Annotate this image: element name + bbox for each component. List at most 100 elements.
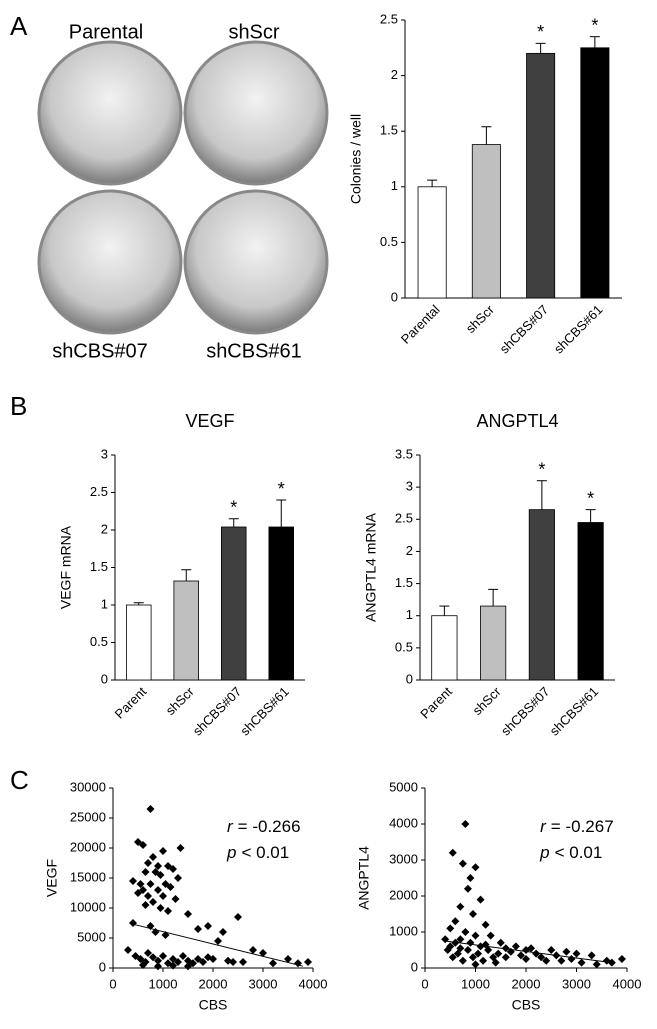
- x-tick-label: 2000: [199, 976, 228, 991]
- point: [463, 884, 472, 893]
- point: [144, 859, 152, 867]
- x-tick-label: 1000: [149, 976, 178, 991]
- point: [169, 961, 177, 970]
- x-tick-label: shScr: [470, 683, 505, 718]
- x-tick-label: Parent: [112, 684, 150, 722]
- point: [468, 953, 477, 962]
- point: [461, 928, 470, 936]
- plate-label: shScr: [228, 21, 279, 43]
- y-axis-title: ANGPTL4: [356, 846, 372, 910]
- x-tick-label: shCBS#61: [547, 684, 602, 739]
- x-tick-label: shCBS#07: [497, 302, 552, 357]
- x-tick-label: 4000: [299, 976, 328, 991]
- point: [179, 952, 187, 960]
- y-tick-label: 1: [391, 178, 398, 193]
- panel-letter: B: [10, 391, 27, 421]
- point: [537, 953, 546, 962]
- stat-annotation: r = -0.267: [540, 817, 614, 836]
- plate-images: [37, 40, 329, 335]
- point: [166, 883, 175, 891]
- y-tick-label: 5000: [77, 929, 106, 944]
- trend-line: [445, 940, 612, 964]
- point: [199, 958, 207, 966]
- y-tick-label: 2.5: [395, 511, 413, 526]
- x-tick-label: 4000: [613, 976, 642, 991]
- point: [468, 910, 477, 918]
- bar: [173, 580, 199, 681]
- point: [592, 960, 601, 969]
- point: [209, 955, 217, 963]
- bar: [417, 186, 447, 299]
- point: [471, 960, 480, 969]
- point: [154, 962, 162, 971]
- point: [557, 956, 566, 965]
- point: [141, 901, 150, 909]
- plate-label: shCBS#61: [206, 340, 302, 362]
- y-tick-label: 1.5: [380, 123, 398, 138]
- point: [456, 935, 465, 944]
- x-tick-label: 3000: [249, 976, 278, 991]
- y-axis-title: Colonies / well: [348, 114, 364, 204]
- stat-text: = -0.266: [238, 817, 301, 836]
- y-tick-label: 0: [99, 959, 106, 974]
- point: [547, 946, 556, 954]
- point: [139, 841, 147, 849]
- point: [129, 877, 137, 885]
- point: [164, 907, 172, 915]
- bar: [220, 526, 247, 681]
- y-tick-label: 1: [101, 596, 108, 611]
- significance-label: *: [587, 488, 594, 508]
- point: [461, 820, 470, 828]
- stat-symbol: r: [227, 817, 234, 836]
- plate-label: Parental: [69, 21, 144, 43]
- point: [577, 958, 586, 967]
- x-axis-title: CBS: [199, 997, 228, 1013]
- point: [144, 892, 152, 900]
- point: [471, 863, 480, 872]
- y-tick-label: 3: [101, 446, 108, 461]
- point: [532, 949, 541, 958]
- x-tick-label: shCBS#07: [190, 684, 245, 739]
- point: [249, 946, 257, 954]
- point: [239, 958, 247, 966]
- point: [511, 942, 520, 951]
- plate: [183, 40, 329, 186]
- y-tick-label: 20000: [70, 839, 106, 854]
- point: [567, 955, 576, 963]
- y-tick-label: 0.5: [380, 234, 398, 249]
- stat-annotation: p < 0.01: [226, 843, 289, 862]
- point: [562, 947, 571, 956]
- x-tick-label: 0: [109, 976, 116, 991]
- stat-symbol: p: [539, 843, 549, 862]
- point: [156, 904, 165, 912]
- bar: [471, 144, 501, 299]
- x-tick-label: 0: [421, 976, 428, 991]
- bar: [431, 615, 458, 681]
- point: [479, 956, 488, 965]
- point: [522, 955, 530, 963]
- point: [456, 944, 465, 953]
- point: [149, 898, 157, 906]
- point: [481, 920, 490, 929]
- point: [304, 958, 312, 966]
- bar: [126, 604, 152, 681]
- y-tick-label: 5000: [389, 779, 418, 794]
- bar: [577, 522, 604, 681]
- point: [284, 955, 292, 963]
- point: [516, 951, 525, 960]
- point: [184, 962, 192, 971]
- x-tick-label: Parent: [417, 684, 455, 722]
- x-tick-label: 1000: [461, 976, 490, 991]
- x-tick-label: shScr: [163, 683, 198, 718]
- stat-annotation: r = -0.266: [227, 817, 301, 836]
- point: [466, 874, 475, 882]
- point: [154, 862, 162, 870]
- bar: [268, 526, 294, 681]
- point: [156, 871, 165, 879]
- stat-symbol: r: [540, 817, 547, 836]
- point: [458, 956, 467, 965]
- bar: [526, 52, 556, 299]
- point: [542, 956, 551, 965]
- y-tick-label: 0.5: [90, 634, 108, 649]
- point: [136, 880, 145, 888]
